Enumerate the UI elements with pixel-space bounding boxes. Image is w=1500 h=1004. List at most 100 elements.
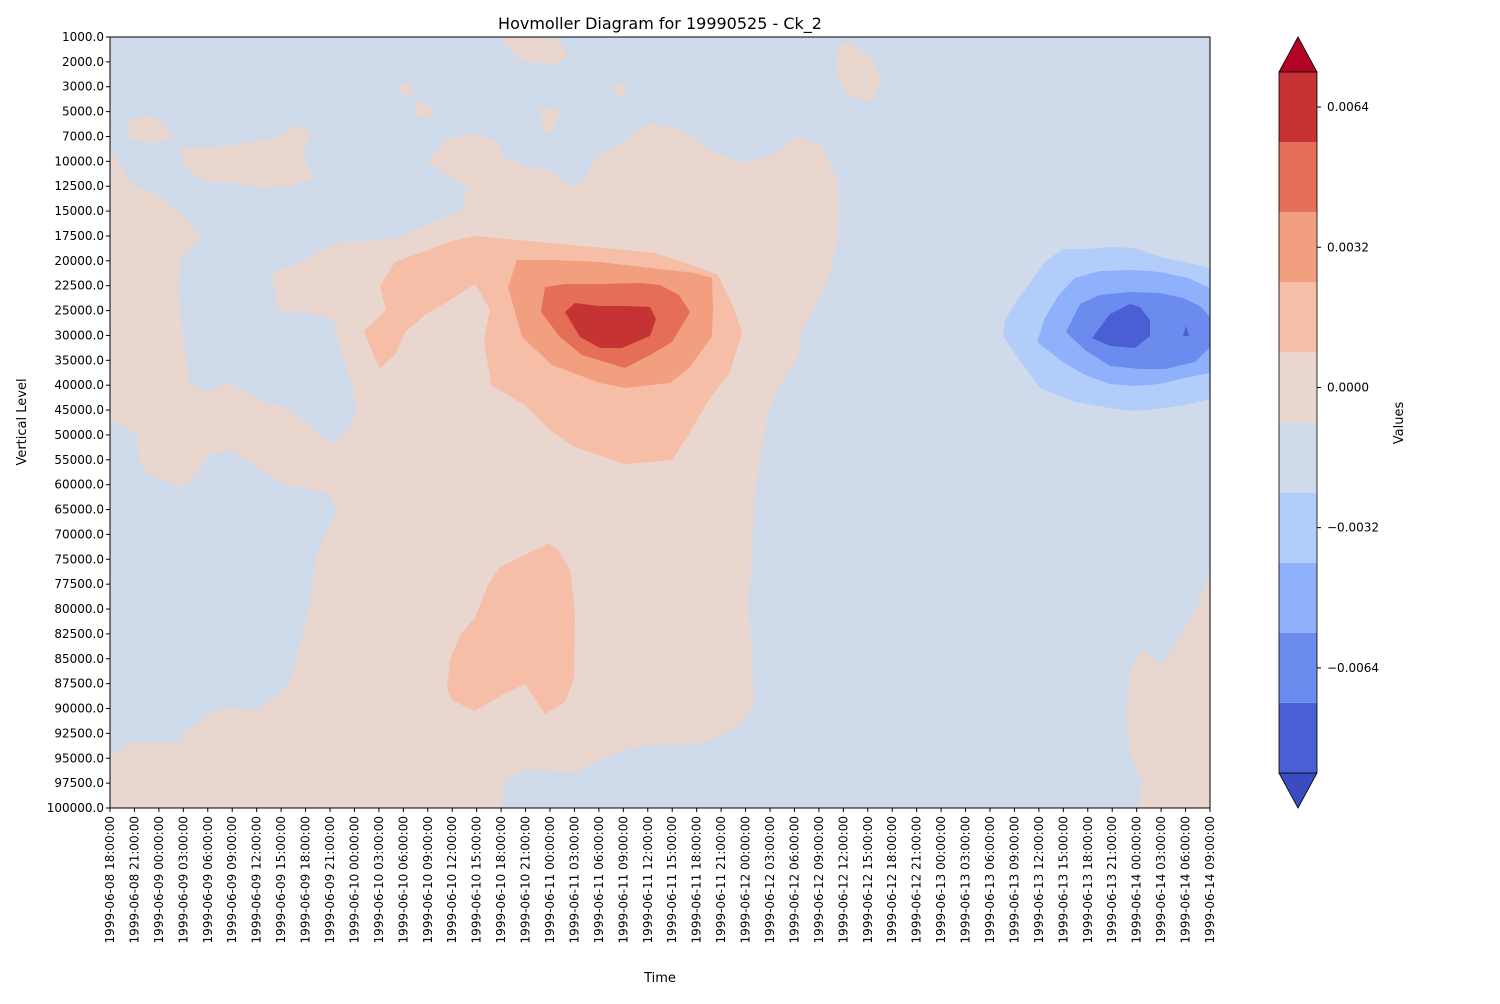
y-tick-label: 65000.0 [54, 503, 104, 517]
y-tick-label: 40000.0 [54, 378, 104, 392]
contour-positive-weak [836, 42, 880, 102]
x-tick-label: 1999-06-09 15:00:00 [274, 816, 288, 943]
contour-positive-max [565, 303, 656, 348]
y-tick-label: 45000.0 [54, 403, 104, 417]
colorbar-segment [1279, 492, 1317, 563]
y-tick-label: 50000.0 [54, 428, 104, 442]
x-tick-label: 1999-06-11 12:00:00 [641, 816, 655, 943]
contour-negative-max [1183, 326, 1189, 336]
x-axis-label: Time [643, 971, 676, 986]
contour-positive-weak [500, 37, 568, 65]
y-tick-label: 95000.0 [54, 751, 104, 765]
colorbar-tick-label: −0.0032 [1327, 521, 1379, 535]
x-tick-label: 1999-06-11 21:00:00 [714, 816, 728, 943]
colorbar-segment [1279, 212, 1317, 283]
contour-positive-weak [182, 125, 314, 188]
colorbar-tick-label: 0.0032 [1327, 240, 1369, 254]
y-tick-label: 87500.0 [54, 677, 104, 691]
plot-frame [109, 36, 1211, 809]
x-tick-label: 1999-06-13 15:00:00 [1056, 816, 1070, 943]
y-tick-label: 82500.0 [54, 627, 104, 641]
y-tick-label: 12500.0 [54, 179, 104, 193]
x-tick-label: 1999-06-10 09:00:00 [421, 816, 435, 943]
x-tick-label: 1999-06-10 00:00:00 [347, 816, 361, 943]
contour-positive-weak [416, 100, 436, 118]
contour-positive-weak [540, 108, 560, 134]
y-tick-label: 55000.0 [54, 453, 104, 467]
contour-positive-weak [1126, 570, 1210, 808]
x-tick-label: 1999-06-10 06:00:00 [396, 816, 410, 943]
colorbar-frame [1278, 71, 1318, 774]
y-tick-label: 1000.0 [62, 30, 104, 44]
y-tick-label: 85000.0 [54, 652, 104, 666]
colorbar-extend-min [1278, 772, 1318, 809]
colorbar-segment [1279, 352, 1317, 423]
y-tick-label: 5000.0 [62, 105, 104, 119]
y-tick-label: 70000.0 [54, 527, 104, 541]
x-tick-label: 1999-06-13 09:00:00 [1007, 816, 1021, 943]
colorbar-segment [1279, 282, 1317, 353]
x-tick-label: 1999-06-13 21:00:00 [1105, 816, 1119, 943]
contour-positive-weak [614, 84, 627, 98]
y-tick-label: 3000.0 [62, 80, 104, 94]
x-tick-label: 1999-06-13 12:00:00 [1032, 816, 1046, 943]
x-tick-label: 1999-06-13 03:00:00 [959, 816, 973, 943]
y-tick-label: 22500.0 [54, 279, 104, 293]
x-tick-label: 1999-06-11 18:00:00 [690, 816, 704, 943]
contour-positive-weak [398, 82, 413, 95]
x-tick-label: 1999-06-08 21:00:00 [127, 816, 141, 943]
chart-title: Hovmoller Diagram for 19990525 - Ck_2 [498, 14, 822, 34]
x-tick-label: 1999-06-10 03:00:00 [372, 816, 386, 943]
x-tick-label: 1999-06-10 21:00:00 [519, 816, 533, 943]
x-tick-label: 1999-06-11 03:00:00 [567, 816, 581, 943]
x-tick-label: 1999-06-09 09:00:00 [225, 816, 239, 943]
x-tick-label: 1999-06-12 12:00:00 [836, 816, 850, 943]
y-tick-label: 7000.0 [62, 129, 104, 143]
plot-area [110, 37, 1210, 808]
x-tick-label: 1999-06-12 21:00:00 [910, 816, 924, 943]
colorbar-tick-label: 0.0000 [1327, 380, 1369, 394]
colorbar-tick-label: −0.0064 [1327, 661, 1379, 675]
y-tick-label: 90000.0 [54, 702, 104, 716]
colorbar-segment [1279, 632, 1317, 703]
colorbar-segment [1279, 422, 1317, 493]
x-tick-label: 1999-06-12 00:00:00 [739, 816, 753, 943]
x-tick-label: 1999-06-14 00:00:00 [1130, 816, 1144, 943]
x-tick-label: 1999-06-12 15:00:00 [861, 816, 875, 943]
x-tick-label: 1999-06-09 03:00:00 [176, 816, 190, 943]
y-tick-label: 92500.0 [54, 726, 104, 740]
x-tick-label: 1999-06-10 12:00:00 [445, 816, 459, 943]
y-axis-label: Vertical Level [15, 378, 30, 465]
y-tick-label: 15000.0 [54, 204, 104, 218]
colorbar-segment [1279, 702, 1317, 773]
x-tick-label: 1999-06-14 09:00:00 [1203, 816, 1217, 943]
x-tick-label: 1999-06-14 03:00:00 [1154, 816, 1168, 943]
colorbar-segment [1279, 562, 1317, 633]
x-tick-label: 1999-06-09 18:00:00 [299, 816, 313, 943]
colorbar: 0.0064 0.0032 0.0000 −0.0032 −0.0064 [1278, 36, 1379, 809]
colorbar-tick-label: 0.0064 [1327, 100, 1369, 114]
y-tick-label: 100000.0 [47, 801, 104, 815]
x-tick-label: 1999-06-12 09:00:00 [812, 816, 826, 943]
contour-negative-max [1092, 304, 1150, 348]
y-tick-label: 77500.0 [54, 577, 104, 591]
x-tick-label: 1999-06-09 00:00:00 [152, 816, 166, 943]
y-tick-label: 25000.0 [54, 304, 104, 318]
colorbar-label: Values [1392, 402, 1407, 445]
y-tick-label: 75000.0 [54, 552, 104, 566]
contour-positive-mid [447, 543, 575, 714]
x-tick-label: 1999-06-14 06:00:00 [1179, 816, 1193, 943]
x-axis: 1999-06-08 18:00:00 1999-06-08 21:00:00 19… [103, 808, 1217, 943]
y-tick-label: 97500.0 [54, 776, 104, 790]
colorbar-extend-max [1278, 36, 1318, 73]
y-axis: 1000.0 2000.0 3000.0 5000.0 7000.0 10000.0 125… [47, 30, 110, 815]
x-tick-label: 1999-06-12 03:00:00 [763, 816, 777, 943]
y-tick-label: 35000.0 [54, 353, 104, 367]
x-tick-label: 1999-06-13 06:00:00 [983, 816, 997, 943]
x-tick-label: 1999-06-09 06:00:00 [201, 816, 215, 943]
contour-positive-weak [128, 115, 174, 142]
x-tick-label: 1999-06-13 18:00:00 [1081, 816, 1095, 943]
y-tick-label: 10000.0 [54, 154, 104, 168]
x-tick-label: 1999-06-12 18:00:00 [885, 816, 899, 943]
